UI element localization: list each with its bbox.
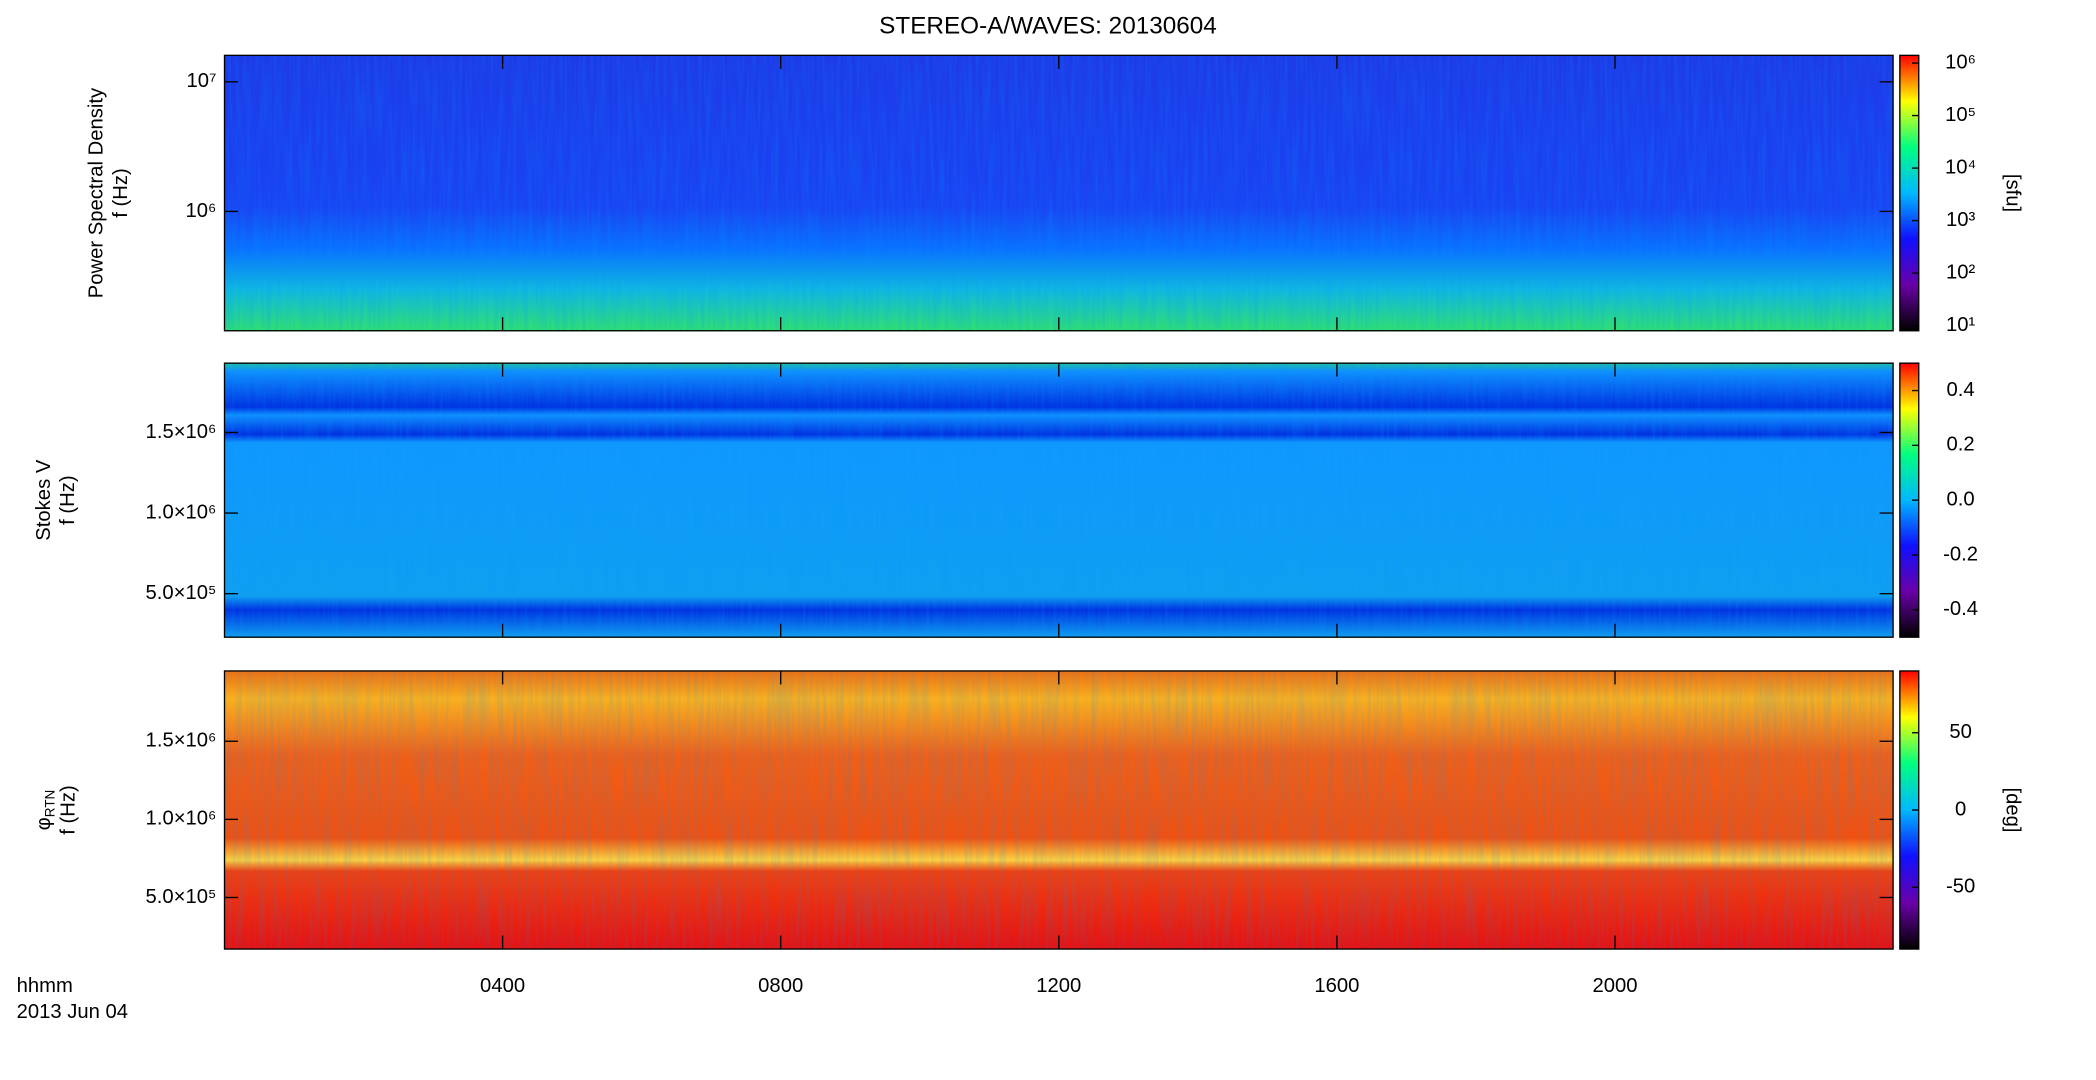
colorbar-tick-label: -0.2 <box>1943 543 1978 565</box>
colorbar-tick-label: 10² <box>1946 261 1976 283</box>
x-tick-label: 0400 <box>480 975 525 997</box>
x-tick-label: 0800 <box>758 975 803 997</box>
y-axis-label: Power Spectral Density <box>86 87 108 298</box>
colorbar-tick-label: 10¹ <box>1946 314 1976 336</box>
colorbar-tick-label: 0.4 <box>1947 379 1975 401</box>
y-axis-label-text: f (Hz) <box>58 785 80 835</box>
y-tick-label: 1.0×10⁶ <box>146 501 217 523</box>
y-tick-label: 1.5×10⁶ <box>146 730 217 752</box>
y-axis-label-text: f (Hz) <box>58 475 80 524</box>
x-axis-label: hhmm <box>17 975 73 997</box>
heatmap-texture <box>224 670 1894 950</box>
colorbar <box>1899 54 1920 332</box>
y-tick-label: 5.0×10⁵ <box>145 886 216 908</box>
y-axis-label-text: Power Spectral Density <box>86 87 108 298</box>
heatmap-texture <box>224 363 1894 638</box>
colorbar-label: [sfu] <box>2002 174 2024 212</box>
x-tick-label: 2000 <box>1592 975 1637 997</box>
y-axis-label-text: Stokes V <box>33 459 55 541</box>
chart-title: STEREO-A/WAVES: 20130604 <box>879 12 1217 39</box>
y-tick-label: 1.0×10⁶ <box>146 808 217 830</box>
colorbar-tick-label: 50 <box>1949 721 1972 743</box>
colorbar-tick-label: 10⁵ <box>1945 104 1976 126</box>
y-axis-label: f (Hz) <box>58 475 80 524</box>
colorbar-tick-label: 0.0 <box>1947 489 1975 511</box>
y-axis-label-text: f (Hz) <box>110 168 132 218</box>
y-axis-label: f (Hz) <box>110 168 132 218</box>
y-axis-label: φRTN <box>33 790 57 831</box>
colorbar-tick-label: -50 <box>1946 876 1975 898</box>
y-tick-label: 10⁷ <box>187 70 217 92</box>
heatmap-texture <box>224 55 1894 331</box>
colorbar-tick-label: 0 <box>1955 798 1966 820</box>
y-tick-label: 1.5×10⁶ <box>146 421 217 443</box>
colorbar-tick-label: 10⁶ <box>1945 51 1976 73</box>
colorbar-label: [deg] <box>2002 787 2024 832</box>
y-tick-label: 10⁶ <box>186 200 217 222</box>
x-axis-date: 2013 Jun 04 <box>17 1001 128 1023</box>
colorbar-tick-label: 10⁴ <box>1945 156 1976 178</box>
y-axis-label: Stokes V <box>33 459 55 541</box>
y-axis-label-sub: RTN <box>42 790 57 818</box>
colorbar-tick-label: -0.4 <box>1943 598 1978 620</box>
y-axis-label-text: φ <box>33 817 55 830</box>
x-tick-label: 1600 <box>1314 975 1359 997</box>
colorbar-tick-label: 10³ <box>1946 209 1976 231</box>
colorbar-tick-label: 0.2 <box>1947 434 1975 456</box>
y-tick-label: 5.0×10⁵ <box>145 582 216 604</box>
x-tick-label: 1200 <box>1036 975 1081 997</box>
y-axis-label: f (Hz) <box>58 785 80 835</box>
